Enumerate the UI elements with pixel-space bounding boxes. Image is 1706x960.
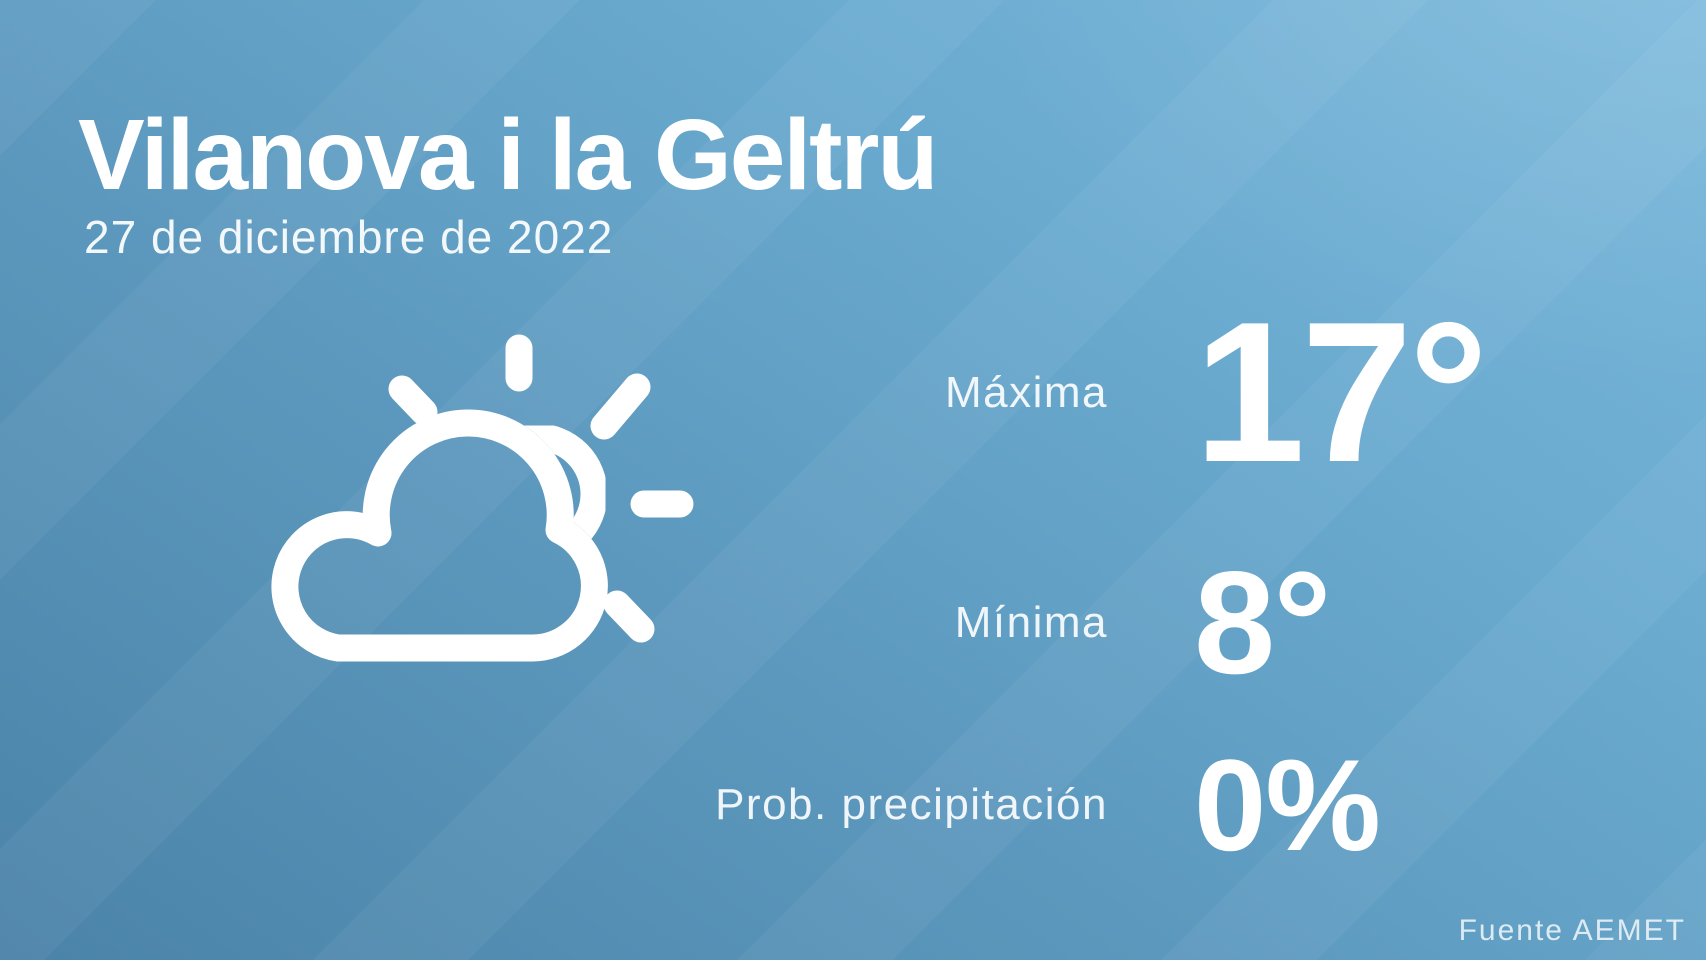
precipitation-label: Prob. precipitación	[715, 780, 1108, 829]
max-temperature-label: Máxima	[944, 368, 1108, 417]
max-temperature-value: 17°	[1194, 281, 1488, 504]
min-temperature-value: 8°	[1194, 541, 1332, 704]
precipitation-value: 0%	[1194, 732, 1381, 878]
sun-behind-cloud-icon	[243, 328, 698, 663]
forecast-date: 27 de diciembre de 2022	[84, 211, 614, 263]
cloud-outline	[271, 409, 608, 662]
location-title: Vilanova i la Geltrú	[78, 99, 938, 211]
min-temperature-label: Mínima	[954, 598, 1108, 647]
min-temperature-row: Mínima 8°	[520, 518, 1660, 728]
max-temperature-row: Máxima 17°	[520, 268, 1660, 518]
sun-ray-upper-right	[590, 373, 651, 440]
sun-ray-upper-left	[388, 375, 438, 426]
data-source-credit: Fuente AEMET	[1458, 914, 1686, 947]
precipitation-row: Prob. precipitación 0%	[520, 715, 1660, 895]
sun-ray-lower-right	[603, 590, 655, 643]
